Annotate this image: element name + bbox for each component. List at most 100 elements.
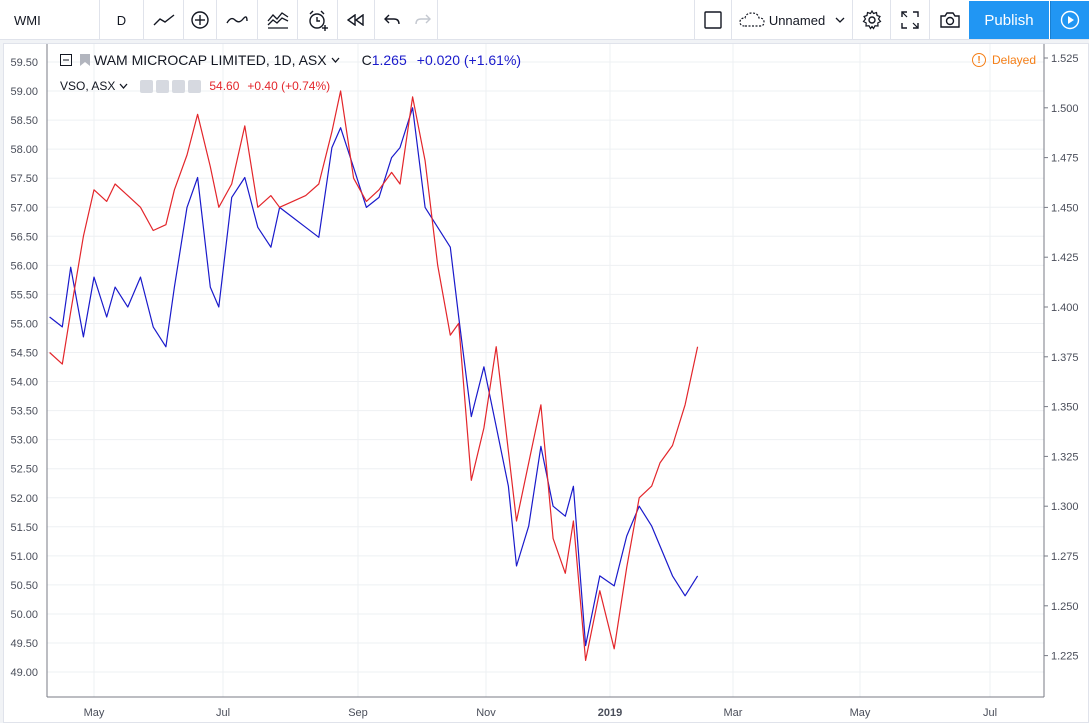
layout-menu[interactable]: Unnamed (732, 0, 853, 40)
compare-button[interactable] (184, 0, 217, 40)
series-line-vso (49, 90, 699, 662)
close-icon[interactable] (188, 79, 202, 93)
left-axis-tick-label: 54.00 (10, 377, 38, 389)
chevron-down-icon[interactable] (119, 83, 128, 89)
financials-button[interactable] (258, 0, 298, 40)
left-axis-tick-label: 57.50 (10, 173, 38, 185)
right-axis-tick-label: 1.525 (1051, 53, 1079, 65)
right-axis-tick-label: 1.500 (1051, 103, 1079, 115)
plus-circle-icon (191, 11, 209, 29)
left-axis-tick-label: 53.00 (10, 435, 38, 447)
undo-icon (383, 14, 400, 25)
alert-button[interactable] (298, 0, 338, 40)
right-axis-tick-label: 1.425 (1051, 252, 1079, 264)
delayed-badge[interactable]: ! Delayed (972, 53, 1036, 67)
camera-icon (939, 12, 960, 28)
chart-series (49, 90, 699, 662)
left-axis-tick-label: 51.00 (10, 551, 38, 563)
x-axis-tick-label: 2019 (598, 707, 622, 719)
publish-dropdown-button[interactable] (1050, 1, 1089, 39)
settings-button[interactable] (853, 0, 891, 40)
left-axis-tick-label: 50.00 (10, 609, 38, 621)
right-axis-tick-label: 1.275 (1051, 551, 1079, 563)
right-axis-tick-label: 1.225 (1051, 651, 1079, 663)
chart-grid (47, 44, 1044, 697)
square-icon (704, 11, 722, 29)
cloud-icon (739, 12, 765, 27)
left-axis-tick-label: 55.50 (10, 289, 38, 301)
left-axis-tick-label: 52.00 (10, 493, 38, 505)
chevron-down-icon (835, 17, 845, 23)
collapse-icon[interactable] (60, 54, 72, 66)
left-axis-tick-label: 54.50 (10, 348, 38, 360)
play-circle-icon (1060, 10, 1080, 30)
compare-change: +0.40 (+0.74%) (247, 79, 331, 93)
gear-icon (862, 10, 881, 30)
gear-icon[interactable] (156, 79, 170, 93)
right-axis-tick-label: 1.400 (1051, 302, 1079, 314)
chart-axes: 59.50 59.00 58.50 58.00 57.50 57.00 56.50 56.00… (10, 44, 1079, 719)
redo-icon (414, 14, 431, 25)
line-chart-icon (153, 14, 174, 26)
interval-label: D (116, 12, 127, 28)
replay-button[interactable] (338, 0, 375, 40)
top-toolbar: WMI D Unnamed Publish (0, 0, 1089, 40)
main-series-title: WAM MICROCAP LIMITED, 1D, ASX (94, 52, 327, 68)
layout-name: Unnamed (768, 12, 826, 28)
left-axis-tick-label: 52.50 (10, 464, 38, 476)
main-change-value: +0.020 (+1.61%) (416, 52, 522, 68)
snapshot-button[interactable] (930, 0, 969, 40)
flag-icon (80, 54, 90, 66)
x-axis-tick-label: Sep (348, 707, 368, 719)
symbol-label: WMI (14, 12, 41, 28)
exclamation-icon: ! (972, 53, 986, 67)
wave-icon (226, 16, 248, 24)
left-axis-tick-label: 58.50 (10, 115, 38, 127)
x-axis-tick-label: Jul (216, 707, 230, 719)
compare-series-legend: VSO, ASX 54.60 +0.40 (+0.74%) (60, 79, 330, 93)
fullscreen-toggle-button[interactable] (694, 0, 732, 40)
expand-button[interactable] (891, 0, 930, 40)
rewind-icon (347, 14, 364, 26)
redo-button[interactable] (408, 0, 438, 40)
x-axis-tick-label: Jul (983, 707, 997, 719)
symbol-search[interactable]: WMI (0, 0, 100, 40)
right-axis-tick-label: 1.325 (1051, 451, 1079, 463)
publish-label: Publish (984, 11, 1034, 29)
left-axis-tick-label: 53.50 (10, 406, 38, 418)
right-axis-tick-label: 1.250 (1051, 601, 1079, 613)
alarm-clock-icon (308, 10, 328, 31)
x-axis-tick-label: Nov (476, 707, 496, 719)
left-axis-tick-label: 59.00 (10, 86, 38, 98)
chart-type-button[interactable] (144, 0, 184, 40)
plus-icon[interactable] (172, 79, 186, 93)
left-axis-tick-label: 58.00 (10, 144, 38, 156)
delayed-label: Delayed (992, 53, 1037, 67)
left-axis-tick-label: 50.50 (10, 580, 38, 592)
area-chart-icon (267, 12, 288, 29)
expand-icon (901, 11, 919, 29)
left-axis-tick-label: 56.50 (10, 231, 38, 243)
x-axis-tick-label: May (850, 707, 871, 719)
left-axis-tick-label: 49.50 (10, 638, 38, 650)
right-axis-tick-label: 1.450 (1051, 202, 1079, 214)
right-axis-tick-label: 1.475 (1051, 153, 1079, 165)
publish-button[interactable]: Publish (969, 1, 1049, 39)
left-axis-tick-label: 55.00 (10, 318, 38, 330)
right-axis-tick-label: 1.375 (1051, 352, 1079, 364)
x-axis-tick-label: Mar (724, 707, 743, 719)
main-close-value: 1.265 (371, 52, 407, 68)
series-line-wmi (49, 107, 699, 647)
eye-icon[interactable] (140, 79, 154, 93)
left-axis-tick-label: 49.00 (10, 667, 38, 679)
left-axis-tick-label: 59.50 (10, 57, 38, 69)
close-prefix: C (361, 52, 372, 68)
chevron-down-icon[interactable] (331, 57, 340, 63)
undo-button[interactable] (375, 0, 408, 40)
compare-value: 54.60 (209, 79, 240, 93)
indicators-button[interactable] (217, 0, 258, 40)
compare-symbol: VSO, ASX (60, 79, 116, 93)
interval-button[interactable]: D (100, 0, 144, 40)
right-axis-tick-label: 1.300 (1051, 501, 1079, 513)
